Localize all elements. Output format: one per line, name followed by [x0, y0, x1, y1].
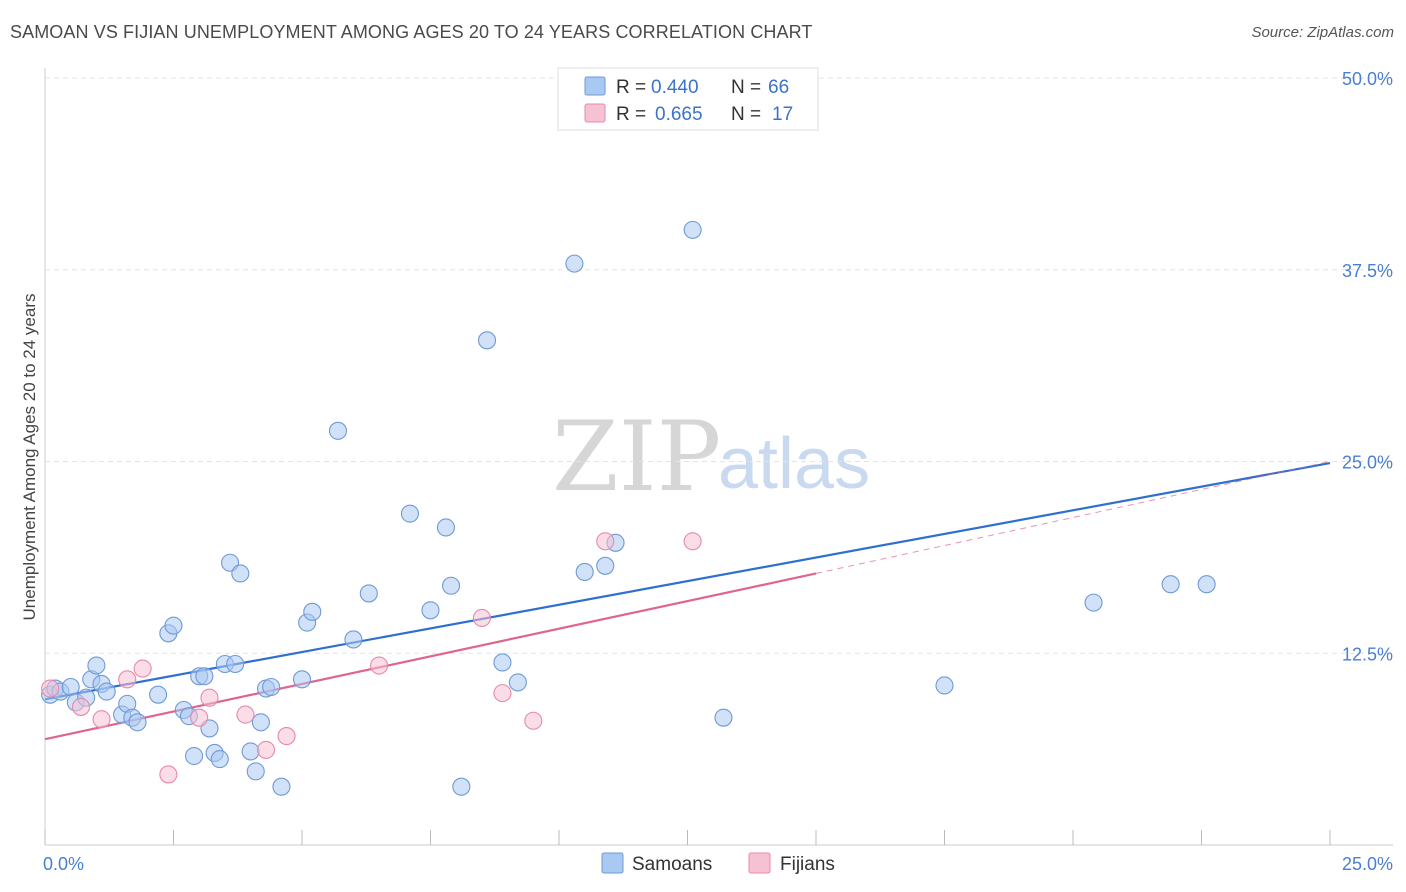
- fijian-point: [493, 684, 512, 703]
- samoan-point: [508, 673, 527, 692]
- samoan-point: [251, 713, 270, 732]
- samoan-point: [683, 220, 702, 239]
- samoan-point: [87, 656, 106, 675]
- samoans-n-value: 66: [768, 77, 789, 98]
- samoan-point: [262, 677, 281, 697]
- samoan-point: [442, 576, 461, 595]
- samoans-series-swatch: [601, 852, 624, 874]
- data-points: [41, 220, 1216, 796]
- samoan-point: [400, 504, 419, 523]
- fijian-point: [256, 740, 276, 759]
- fijians-r-value: 0.665: [655, 104, 703, 125]
- fijian-point: [277, 727, 296, 746]
- samoan-point: [149, 685, 168, 704]
- fijians-trendline: [44, 572, 817, 741]
- samoans-legend-swatch: [584, 76, 606, 96]
- fijian-point: [133, 659, 152, 678]
- samoan-point: [272, 777, 291, 796]
- samoan-point: [241, 742, 260, 761]
- samoans-n-label: N =: [731, 77, 761, 98]
- samoan-point: [452, 777, 471, 796]
- fijian-point: [41, 679, 60, 698]
- samoan-point: [328, 421, 348, 440]
- fijian-point: [596, 532, 615, 551]
- y-tick-label: 37.5%: [1342, 261, 1393, 281]
- fijian-point: [524, 711, 543, 730]
- samoans-series-label: Samoans: [632, 854, 712, 875]
- fijians-r-label: R =: [616, 104, 646, 125]
- fijian-point: [370, 656, 389, 675]
- samoan-point: [231, 564, 250, 583]
- samoan-point: [1161, 575, 1180, 594]
- fijians-legend-swatch: [584, 103, 606, 123]
- y-tick-label: 25.0%: [1342, 453, 1393, 473]
- samoan-point: [185, 746, 204, 766]
- series-legend: Samoans Fijians: [601, 852, 835, 875]
- fijian-point: [236, 705, 255, 724]
- samoan-point: [128, 713, 147, 732]
- x-tick-label: 25.0%: [1342, 854, 1393, 874]
- fijians-series-label: Fijians: [780, 854, 835, 875]
- fijian-point: [71, 697, 91, 716]
- tick-labels: 12.5% 25.0% 37.5% 50.0% 0.0% 25.0%: [43, 69, 1393, 874]
- fijian-point: [472, 608, 491, 628]
- fijian-point: [118, 670, 137, 689]
- trendlines: [44, 461, 1331, 741]
- samoan-point: [493, 653, 512, 672]
- stats-legend: R = 0.440 N = 66 R = 0.665 N = 17: [557, 67, 819, 131]
- samoans-trendline: [44, 461, 1331, 701]
- samoan-point: [292, 670, 312, 689]
- source-credit: Source: ZipAtlas.com: [1251, 24, 1394, 41]
- gridlines: [45, 77, 1393, 654]
- samoan-point: [303, 602, 322, 621]
- y-tick-label: 50.0%: [1342, 69, 1393, 89]
- samoan-point: [575, 562, 594, 581]
- fijian-point: [200, 688, 219, 707]
- samoan-point: [1084, 593, 1103, 612]
- axes: [44, 68, 1393, 846]
- fijians-n-label: N =: [731, 104, 761, 125]
- y-axis-title: Unemployment Among Ages 20 to 24 years: [20, 294, 39, 621]
- fijians-series-swatch: [748, 852, 771, 874]
- samoan-point: [210, 750, 229, 769]
- x-tick-label: 0.0%: [43, 854, 84, 874]
- samoan-point: [1197, 575, 1216, 594]
- fijian-point: [159, 765, 178, 784]
- samoan-point: [344, 630, 363, 649]
- samoan-point: [436, 518, 455, 537]
- samoan-point: [565, 254, 584, 273]
- watermark-atlas: atlas: [718, 424, 870, 504]
- chart-title: SAMOAN VS FIJIAN UNEMPLOYMENT AMONG AGES…: [10, 22, 813, 42]
- samoans-r-value: 0.440: [651, 77, 699, 98]
- samoan-point: [359, 584, 378, 603]
- samoan-point: [61, 677, 80, 697]
- samoan-point: [195, 667, 214, 686]
- y-tick-label: 12.5%: [1342, 644, 1393, 664]
- fijian-point: [190, 708, 209, 727]
- samoan-point: [596, 556, 615, 575]
- samoan-point: [935, 676, 954, 695]
- samoan-point: [164, 616, 183, 635]
- samoans-r-label: R =: [616, 77, 646, 98]
- samoan-point: [421, 601, 440, 620]
- samoan-point: [226, 654, 245, 674]
- fijian-point: [683, 532, 702, 551]
- samoan-point: [97, 682, 116, 701]
- samoan-point: [714, 708, 733, 727]
- watermark-zip: ZIP: [552, 401, 721, 513]
- samoan-point: [246, 762, 265, 781]
- samoan-point: [477, 331, 497, 350]
- fijian-point: [92, 710, 111, 729]
- fijians-n-value: 17: [772, 104, 793, 125]
